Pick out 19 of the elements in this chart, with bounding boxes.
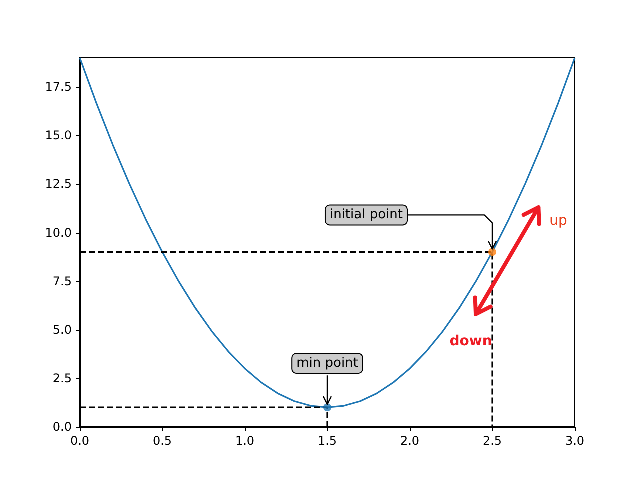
annotation: up: [550, 213, 568, 230]
x-tick-label: 1.5: [318, 434, 338, 448]
x-tick-label: 0.5: [152, 434, 172, 448]
y-tick-label: 7.5: [52, 274, 72, 288]
y-tick-label: 12.5: [45, 177, 72, 192]
annotation: min point: [296, 356, 358, 372]
annotation: down: [450, 334, 492, 350]
y-tick-label: 17.5: [45, 80, 72, 94]
y-tick-label: 10.0: [45, 226, 72, 240]
x-tick-label: 3.0: [565, 434, 585, 448]
x-tick-label: 2.5: [482, 434, 502, 448]
x-tick-label: 0.0: [70, 434, 90, 448]
y-tick-label: 15.0: [45, 128, 72, 143]
annotation: initial point: [330, 208, 404, 223]
y-tick-label: 5.0: [52, 322, 72, 337]
y-tick-label: 2.5: [52, 371, 72, 386]
x-tick-label: 2.0: [400, 434, 420, 448]
x-tick-label: 1.0: [235, 434, 255, 448]
y-tick-label: 0.0: [52, 420, 72, 434]
